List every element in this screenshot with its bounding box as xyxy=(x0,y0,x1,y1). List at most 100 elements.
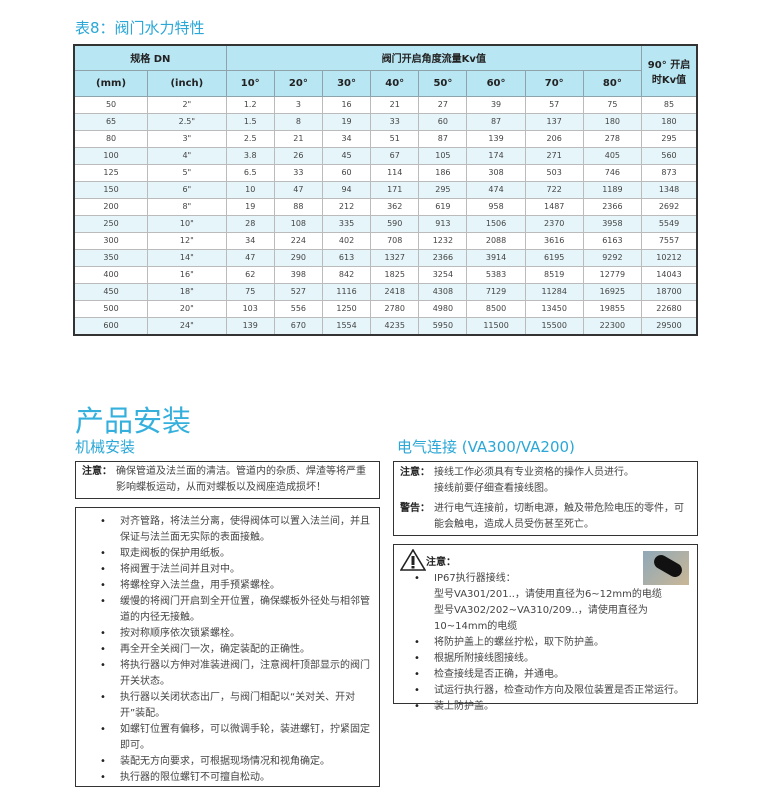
table-cell: 873 xyxy=(641,163,698,182)
table-cell: 842 xyxy=(321,265,372,284)
table-cell: 51 xyxy=(370,129,420,148)
table-cell: 19 xyxy=(225,197,275,216)
electrical-note: 注意： 接线工作必须具有专业资格的操作人员进行。 接线前要仔细查看接线图。 警告： 进… xyxy=(393,461,698,536)
electrical-caution: 注意： IP67执行器接线： 型号VA301/201..，请使用直径为6~12mm… xyxy=(393,544,698,715)
table-row: 50 2" 1.2 3 16 21 27 39 57 75 85 xyxy=(73,95,698,114)
list-item: 执行器的限位螺钉不可擅自松动。 xyxy=(100,770,371,786)
table-cell: 150 xyxy=(73,180,149,199)
table-cell: 75 xyxy=(225,282,275,301)
table-cell: 4980 xyxy=(418,299,468,318)
table-cell: 300 xyxy=(73,231,149,250)
table-cell: 114 xyxy=(370,163,420,182)
table-cell: 2088 xyxy=(466,231,526,250)
header-size: 规格 DN xyxy=(73,44,227,71)
table-cell: 206 xyxy=(524,129,584,148)
table-cell: 6195 xyxy=(524,248,584,267)
mechanical-title: 机械安装 xyxy=(75,438,136,456)
table-cell: 39 xyxy=(466,95,526,114)
table-cell: 500 xyxy=(73,299,149,318)
table-cell: 2780 xyxy=(370,299,420,318)
table-cell: 590 xyxy=(370,214,420,233)
table-cell: 8" xyxy=(147,197,227,216)
table-cell: 335 xyxy=(321,214,372,233)
table-cell: 295 xyxy=(641,129,698,148)
table-cell: 308 xyxy=(466,163,526,182)
col-angle: 60° xyxy=(466,69,526,97)
table-cell: 28 xyxy=(225,214,275,233)
table-cell: 1554 xyxy=(321,316,372,335)
table-cell: 450 xyxy=(73,282,149,301)
table-cell: 10212 xyxy=(641,248,698,267)
mechanical-steps: 对齐管路，将法兰分离，使得阀体可以置入法兰间，并且保证与法兰面无实际的表面接触。… xyxy=(75,507,380,787)
table-cell: 15500 xyxy=(524,316,584,335)
table-cell: 2.5 xyxy=(225,129,275,148)
table-cell: 139 xyxy=(225,316,275,335)
table-cell: 2.5" xyxy=(147,112,227,131)
table-cell: 6.5 xyxy=(225,163,275,182)
table-cell: 1.5 xyxy=(225,112,275,131)
table-cell: 125 xyxy=(73,163,149,182)
table-cell: 271 xyxy=(524,146,584,165)
table-cell: 405 xyxy=(582,146,643,165)
table-cell: 3.8 xyxy=(225,146,275,165)
table-cell: 18700 xyxy=(641,282,698,301)
table-cell: 21 xyxy=(273,129,323,148)
table-cell: 60 xyxy=(321,163,372,182)
table-cell: 34 xyxy=(321,129,372,148)
table-title: 表8：阀门水力特性 xyxy=(75,19,205,37)
table-cell: 94 xyxy=(321,180,372,199)
caution-sub: 型号VA302/202~VA310/209..，请使用直径为10~14mm的电缆 xyxy=(434,605,648,632)
table-cell: 1250 xyxy=(321,299,372,318)
table-cell: 2366 xyxy=(418,248,468,267)
table-cell: 4" xyxy=(147,146,227,165)
table-cell: 6163 xyxy=(582,231,643,250)
table-cell: 26 xyxy=(273,146,323,165)
list-item: 装配无方向要求，可根据现场情况和视角确定。 xyxy=(100,754,371,770)
table-row: 80 3" 2.5 21 34 51 87 139 206 278 295 xyxy=(73,129,698,148)
table-cell: 174 xyxy=(466,146,526,165)
col-angle: 20° xyxy=(273,69,323,97)
list-item: 取走阀板的保护用纸板。 xyxy=(100,546,371,562)
table-row: 500 20" 103 556 1250 2780 4980 8500 13450 19855 22… xyxy=(73,299,698,318)
table-cell: 7129 xyxy=(466,282,526,301)
note-line: 接线前要仔细查看接线图。 xyxy=(434,483,554,494)
table-cell: 402 xyxy=(321,231,372,250)
table-cell: 6" xyxy=(147,180,227,199)
electrical-title: 电气连接 (VA300/VA200) xyxy=(397,438,575,456)
table-cell: 474 xyxy=(466,180,526,199)
note-line: 接线工作必须具有专业资格的操作人员进行。 xyxy=(434,467,634,478)
table-cell: 362 xyxy=(370,197,420,216)
table-cell: 3958 xyxy=(582,214,643,233)
table-cell: 105 xyxy=(418,146,468,165)
table-cell: 22300 xyxy=(582,316,643,335)
table-cell: 958 xyxy=(466,197,526,216)
table-cell: 5950 xyxy=(418,316,468,335)
table-cell: 503 xyxy=(524,163,584,182)
warning-triangle-icon xyxy=(400,549,426,571)
list-item: IP67执行器接线： 型号VA301/201..，请使用直径为6~12mm的电缆型… xyxy=(414,571,691,635)
table-cell: 180 xyxy=(582,112,643,131)
table-cell: 85 xyxy=(641,95,698,114)
warn-text: 进行电气连接前，切断电源，触及带危险电压的零件，可能会触电，造成人员受伤甚至死亡… xyxy=(434,503,684,530)
table-cell: 33 xyxy=(273,163,323,182)
table-cell: 619 xyxy=(418,197,468,216)
table-cell: 14" xyxy=(147,248,227,267)
caution-label: 注意： xyxy=(426,557,456,568)
table-cell: 398 xyxy=(273,265,323,284)
table-row: 65 2.5" 1.5 8 19 33 60 87 137 180 180 xyxy=(73,112,698,131)
caution-sub: 型号VA301/201..，请使用直径为6~12mm的电缆 xyxy=(434,589,662,600)
table-cell: 1348 xyxy=(641,180,698,199)
table-cell: 88 xyxy=(273,197,323,216)
note-label: 注意： xyxy=(400,467,430,478)
table-cell: 50 xyxy=(73,95,149,114)
table-cell: 57 xyxy=(524,95,584,114)
note-label: 注意： xyxy=(82,466,112,477)
col-inch: (inch) xyxy=(147,69,227,97)
table-cell: 3914 xyxy=(466,248,526,267)
col-angle: 10° xyxy=(225,69,275,97)
table-cell: 212 xyxy=(321,197,372,216)
table-cell: 65 xyxy=(73,112,149,131)
table-cell: 4308 xyxy=(418,282,468,301)
table-cell: 1327 xyxy=(370,248,420,267)
list-item: 将阀置于法兰间并且对中。 xyxy=(100,562,371,578)
